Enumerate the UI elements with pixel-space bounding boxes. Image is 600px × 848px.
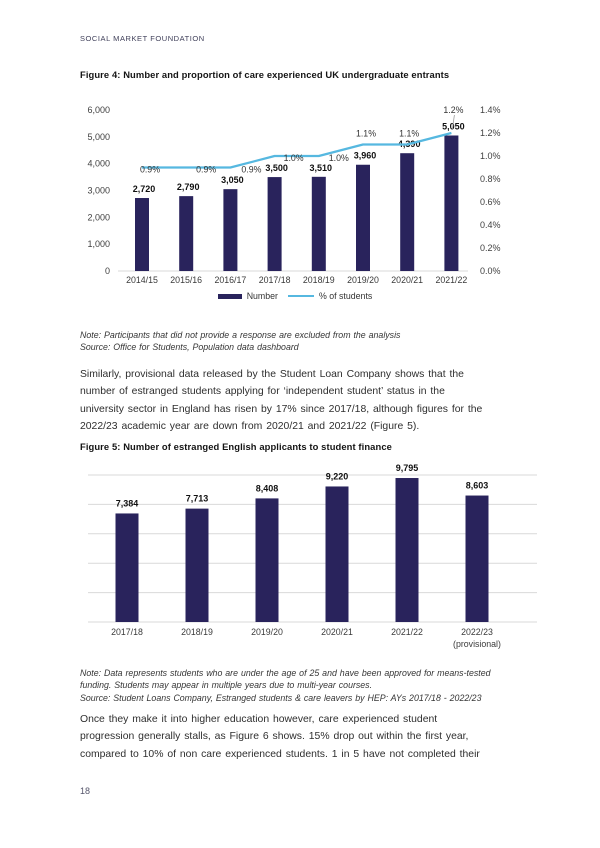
- bar: [356, 164, 370, 271]
- bar: [465, 495, 489, 622]
- legend-label-number: Number: [246, 291, 278, 301]
- bar: [223, 189, 238, 271]
- paragraph-line: Once they make it into higher education …: [80, 714, 438, 725]
- x-axis-label: 2020/21: [321, 627, 353, 637]
- bar: [115, 513, 139, 622]
- line-value-label: 1.0%: [284, 153, 304, 163]
- y-axis-tick-right: 0.8%: [480, 174, 501, 184]
- y-axis-tick-right: 1.4%: [480, 105, 501, 115]
- figure5-note: Note: Data represents students who are u…: [80, 667, 542, 704]
- y-axis-tick-left: 2,000: [87, 212, 110, 222]
- x-axis-label: 2021/22: [435, 275, 467, 285]
- line-swatch-icon: [287, 294, 314, 298]
- line-value-label: 0.9%: [140, 165, 160, 175]
- y-axis-tick-right: 0.2%: [480, 243, 501, 253]
- bar: [395, 478, 419, 622]
- legend-item-percent: % of students: [287, 291, 373, 301]
- x-axis-label: 2020/21: [391, 275, 423, 285]
- bar-value-label: 5,050: [442, 121, 465, 131]
- bar: [185, 508, 209, 622]
- line-value-label: 1.0%: [329, 153, 349, 163]
- bar: [325, 486, 349, 622]
- y-axis-tick-left: 3,000: [87, 186, 110, 196]
- figure4-chart: 0 1,000 2,000 3,000 4,000 5,000 6,000 0.0% 0.2% 0…: [87, 105, 501, 285]
- page-number: 18: [80, 786, 91, 796]
- y-axis-tick-left: 1,000: [87, 239, 110, 249]
- bar: [267, 177, 282, 271]
- line-value-label: 1.1%: [356, 129, 376, 139]
- figure4-note: Note: Participants that did not provide …: [80, 329, 542, 354]
- x-axis-label: 2015/16: [170, 275, 202, 285]
- bar-value-label: 2,790: [177, 182, 200, 192]
- bar: [255, 498, 279, 622]
- paragraph-1: Similarly, provisional data released by …: [80, 366, 540, 436]
- x-axis-label: 2019/20: [251, 627, 283, 637]
- line-value-label: 1.1%: [399, 129, 419, 139]
- bar-value-label: 9,795: [396, 463, 419, 473]
- paragraph-line: compared to 10% of non care experienced …: [80, 748, 480, 760]
- label-leader-line: [452, 114, 455, 130]
- bar-value-label: 8,603: [466, 481, 489, 491]
- y-axis-tick-left: 4,000: [87, 159, 110, 169]
- bar: [444, 135, 459, 271]
- paragraph-line: progression generally stalls, as Figure …: [80, 731, 469, 743]
- page-header: SOCIAL MARKET FOUNDATION: [80, 34, 205, 43]
- x-axis-label: 2017/18: [259, 275, 291, 285]
- note-line: Note: Data represents students who are u…: [80, 668, 491, 678]
- bar-value-label: 7,384: [116, 498, 139, 508]
- bar-value-label: 8,408: [256, 483, 279, 493]
- legend-label-percent: % of students: [318, 291, 373, 301]
- x-axis-label: 2017/18: [111, 627, 143, 637]
- y-axis-tick-left: 5,000: [87, 132, 110, 142]
- figure4-title: Figure 4: Number and proportion of care …: [80, 69, 450, 80]
- x-axis-label: 2019/20: [347, 275, 379, 285]
- paragraph-line: 2022/23 academic year are down from 2020…: [80, 421, 420, 433]
- figure4-legend: Number % of students: [60, 291, 530, 301]
- bar-value-label: 9,220: [326, 471, 349, 481]
- bar-swatch-icon: [217, 293, 242, 299]
- line-value-label: 0.9%: [196, 165, 216, 175]
- paragraph-line: university sector in England has risen b…: [80, 403, 483, 415]
- x-axis-label: 2021/22: [391, 627, 423, 637]
- bar: [311, 176, 326, 271]
- bar: [179, 196, 194, 271]
- figure5-chart: 7,384 7,713 8,408 9,220 9,795 8,603 2017/18 201…: [88, 463, 537, 649]
- legend-item-number: Number: [217, 291, 278, 301]
- y-axis-tick-left: 6,000: [87, 105, 110, 115]
- bar-value-label: 2,720: [133, 184, 156, 194]
- y-axis-tick-right: 0.0%: [480, 266, 501, 276]
- x-axis-label: 2016/17: [214, 275, 246, 285]
- bar-value-label: 3,510: [310, 163, 333, 173]
- y-axis-tick-left: 0: [105, 266, 110, 276]
- paragraph-2: Once they make it into higher education …: [80, 711, 540, 763]
- figure5-title: Figure 5: Number of estranged English ap…: [80, 441, 392, 452]
- note-line: Note: Participants that did not provide …: [80, 330, 401, 340]
- trend-line: [142, 131, 452, 169]
- x-axis-label-suffix: (provisional): [453, 639, 501, 649]
- line-value-label: 1.2%: [443, 105, 463, 115]
- x-axis-label: 2018/19: [181, 627, 213, 637]
- line-value-label: 0.9%: [241, 165, 261, 175]
- bar: [135, 198, 149, 271]
- bar: [400, 153, 415, 271]
- source-line: Source: Student Loans Company, Estranged…: [80, 692, 482, 703]
- bar-value-label: 7,713: [186, 494, 209, 504]
- source-line: Source: Office for Students, Population …: [80, 342, 299, 353]
- x-axis-label: 2014/15: [126, 275, 158, 285]
- bar-value-label: 3,960: [354, 151, 377, 161]
- x-axis-label: 2018/19: [303, 275, 335, 285]
- x-axis-label: 2022/23: [461, 627, 493, 637]
- y-axis-tick-right: 1.0%: [480, 151, 501, 161]
- note-line: funding. Students may appear in multiple…: [80, 680, 373, 691]
- y-axis-tick-right: 0.4%: [480, 220, 501, 230]
- bar-value-label: 3,050: [221, 175, 244, 185]
- paragraph-line: Similarly, provisional data released by …: [80, 369, 464, 380]
- paragraph-line: number of estranged students applying fo…: [80, 386, 445, 398]
- y-axis-tick-right: 0.6%: [480, 197, 501, 207]
- bar-value-label: 3,500: [265, 163, 288, 173]
- y-axis-tick-right: 1.2%: [480, 128, 501, 138]
